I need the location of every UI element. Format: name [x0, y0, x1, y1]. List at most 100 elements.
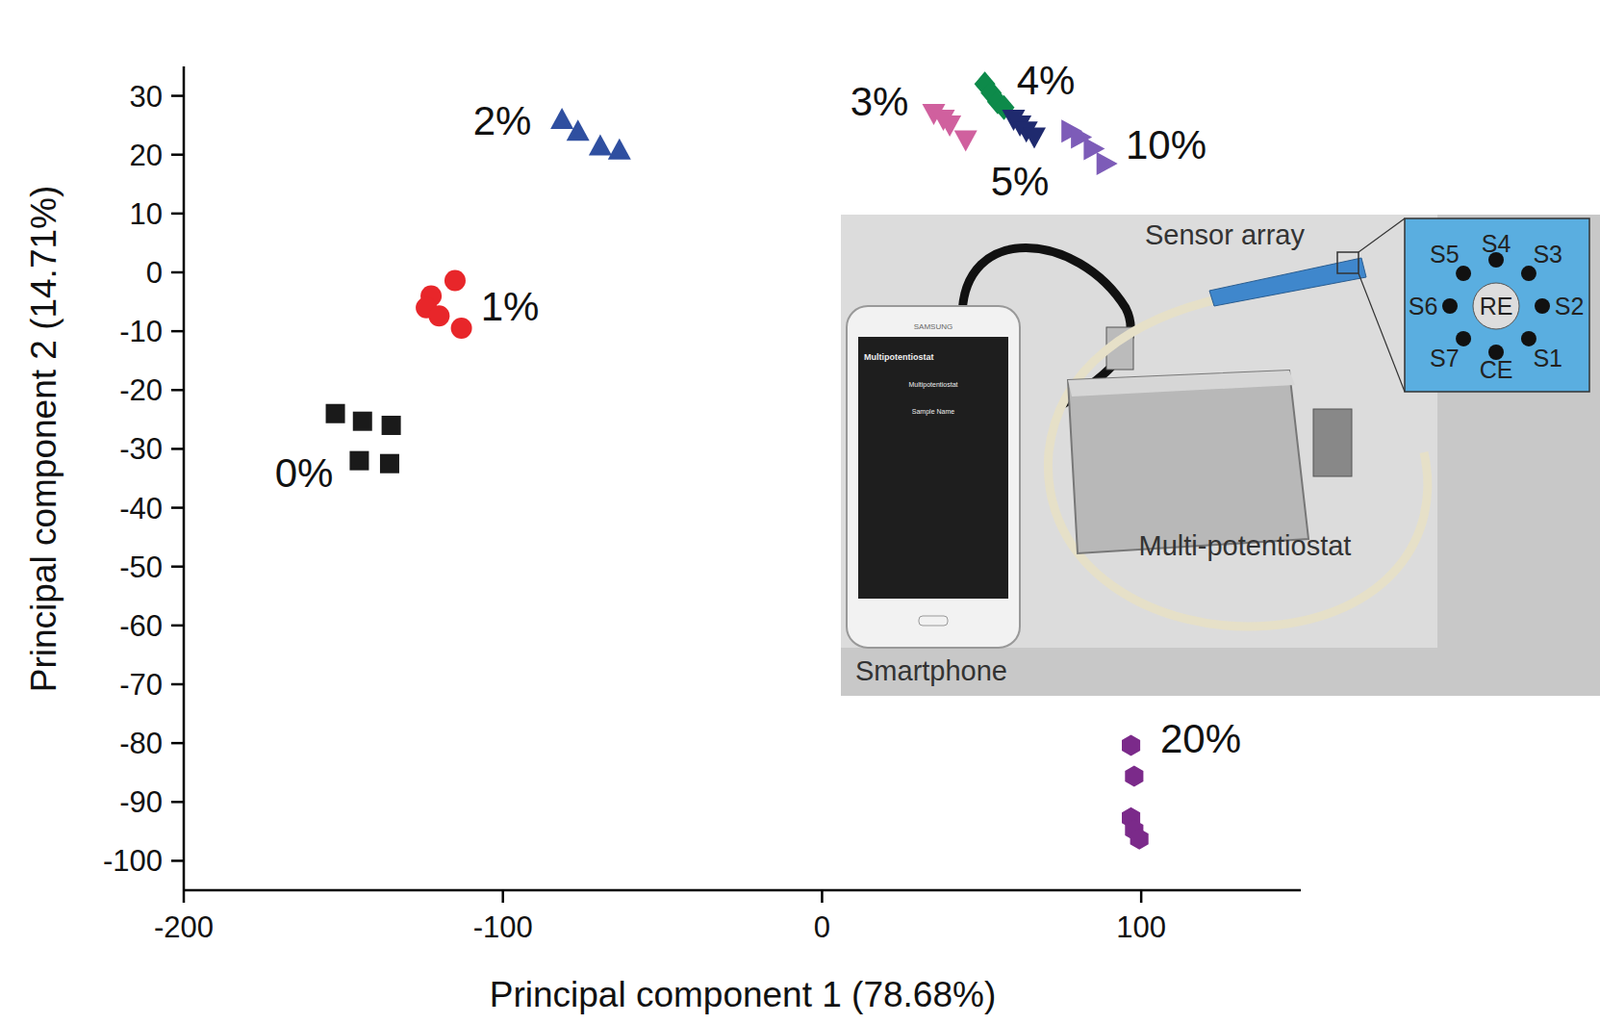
reference-label: RE: [1479, 292, 1514, 320]
zoom-line: [1358, 273, 1405, 392]
y-tick-label: -40: [119, 491, 163, 526]
x-axis: [183, 888, 1301, 892]
y-tick: [171, 152, 184, 156]
series-label: 10%: [1125, 122, 1207, 168]
series-label: 4%: [1016, 57, 1076, 103]
y-tick: [171, 212, 184, 216]
point: [428, 304, 450, 327]
inset: SAMSUNG Multipotentiostat Multipotentiosta…: [840, 214, 1600, 696]
point: [444, 270, 466, 292]
x-tick-label: 0: [813, 910, 831, 944]
electrode: [1534, 298, 1550, 314]
x-tick: [501, 889, 505, 903]
chart: -200-1000100-100-90-80-70-60-50-40-30-20…: [0, 0, 1600, 1024]
point: [1130, 828, 1149, 850]
point: [954, 129, 978, 152]
phone-brand: SAMSUNG: [914, 322, 953, 331]
x-tick-label: 100: [1116, 910, 1167, 944]
box-edge: [1067, 370, 1296, 397]
x-tick: [820, 889, 824, 903]
connector: [1313, 408, 1352, 477]
y-tick: [171, 683, 184, 686]
phone-screen-text: Multipotentiostat: [909, 380, 959, 389]
point: [550, 107, 574, 129]
electrode: [1455, 265, 1472, 281]
zoom-line: [1358, 218, 1405, 253]
y-tick: [171, 388, 184, 392]
y-tick: [171, 447, 184, 451]
y-tick-label: -80: [119, 726, 163, 761]
y-axis: [182, 66, 186, 890]
point: [1124, 764, 1143, 787]
y-tick: [171, 741, 184, 745]
y-tick-label: 30: [129, 79, 163, 114]
electrode: [1521, 265, 1537, 281]
electrode: [1442, 298, 1458, 314]
point: [1121, 735, 1141, 757]
series-label: 0%: [275, 450, 334, 496]
y-tick: [171, 800, 184, 804]
y-tick-label: 10: [129, 197, 163, 231]
x-tick-label: -200: [153, 910, 214, 944]
x-tick: [1140, 889, 1143, 903]
y-tick-label: 20: [129, 138, 163, 173]
y-tick-label: 0: [146, 255, 163, 290]
point: [349, 451, 369, 471]
electrode-label: S7: [1429, 344, 1460, 372]
background: [0, 0, 1600, 1024]
y-tick-label: -50: [119, 550, 163, 585]
device-label: Multi-potentiostat: [1139, 530, 1352, 561]
y-tick-label: -20: [119, 373, 163, 407]
phone-screen-text: Multipotentiostat: [863, 352, 935, 362]
y-tick: [171, 330, 184, 333]
series-label: 1%: [481, 283, 540, 330]
point: [1022, 126, 1046, 149]
point: [566, 119, 590, 141]
y-tick-label: -100: [102, 843, 163, 878]
electrode-label: S3: [1532, 240, 1563, 268]
x-tick-label: -100: [473, 910, 534, 944]
phone-label: Smartphone: [855, 655, 1008, 686]
potentiostat-box: [1067, 370, 1309, 554]
series-label: 5%: [990, 158, 1050, 204]
point: [326, 404, 346, 424]
series-label: 20%: [1160, 715, 1242, 762]
y-tick-label: -70: [119, 667, 163, 702]
point: [381, 415, 402, 435]
marks: [326, 71, 1149, 850]
y-tick: [171, 624, 184, 628]
point: [588, 134, 612, 156]
point: [353, 411, 373, 432]
x-axis-title: Principal component 1 (78.68%): [489, 974, 997, 1015]
home-button: [918, 615, 948, 626]
inset-background: [840, 214, 1600, 696]
point: [608, 138, 632, 160]
phone-screen-text: Sample Name: [912, 407, 955, 416]
electrode-label: S6: [1408, 292, 1439, 320]
y-tick: [171, 271, 184, 275]
series-label: 2%: [473, 98, 533, 144]
y-tick-label: -90: [119, 785, 163, 819]
electrode-label: S2: [1554, 292, 1585, 320]
phone-screen: [858, 336, 1009, 599]
y-tick-label: -30: [119, 431, 163, 466]
sensor-zoom-box: [1337, 252, 1359, 274]
electrode-label: S1: [1532, 344, 1563, 372]
reference-electrode: [1473, 282, 1520, 330]
y-tick: [171, 859, 184, 863]
sensor-stick: [1209, 257, 1367, 306]
electrode-label: S4: [1481, 229, 1512, 257]
y-axis-title: Principal component 2 (14.71%): [24, 185, 64, 693]
point: [1096, 152, 1118, 176]
electrode-label: CE: [1479, 355, 1514, 383]
sensor-diagram: [1404, 218, 1590, 392]
y-tick: [171, 506, 184, 509]
point: [451, 317, 473, 339]
y-tick: [171, 564, 184, 568]
photo-area: [840, 214, 1438, 648]
sensor-cable: [1047, 298, 1427, 627]
sensor-label: Sensor array: [1144, 219, 1306, 251]
point: [380, 454, 400, 474]
series-label: 3%: [850, 78, 910, 125]
x-tick: [182, 889, 186, 903]
